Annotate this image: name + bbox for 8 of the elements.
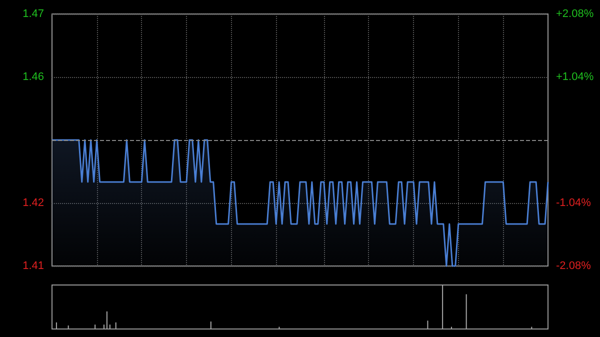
y-tick-label: 1.47 <box>22 8 44 20</box>
y-tick-label: 1.46 <box>22 71 44 83</box>
y2-tick-label: +2.08% <box>556 8 594 20</box>
y2-tick-label: -1.04% <box>556 197 592 209</box>
y2-tick-label: -2.08% <box>556 260 592 272</box>
y2-tick-label: +1.04% <box>556 71 594 83</box>
y-tick-label: 1.42 <box>22 197 44 209</box>
y-tick-label: 1.41 <box>22 260 44 272</box>
